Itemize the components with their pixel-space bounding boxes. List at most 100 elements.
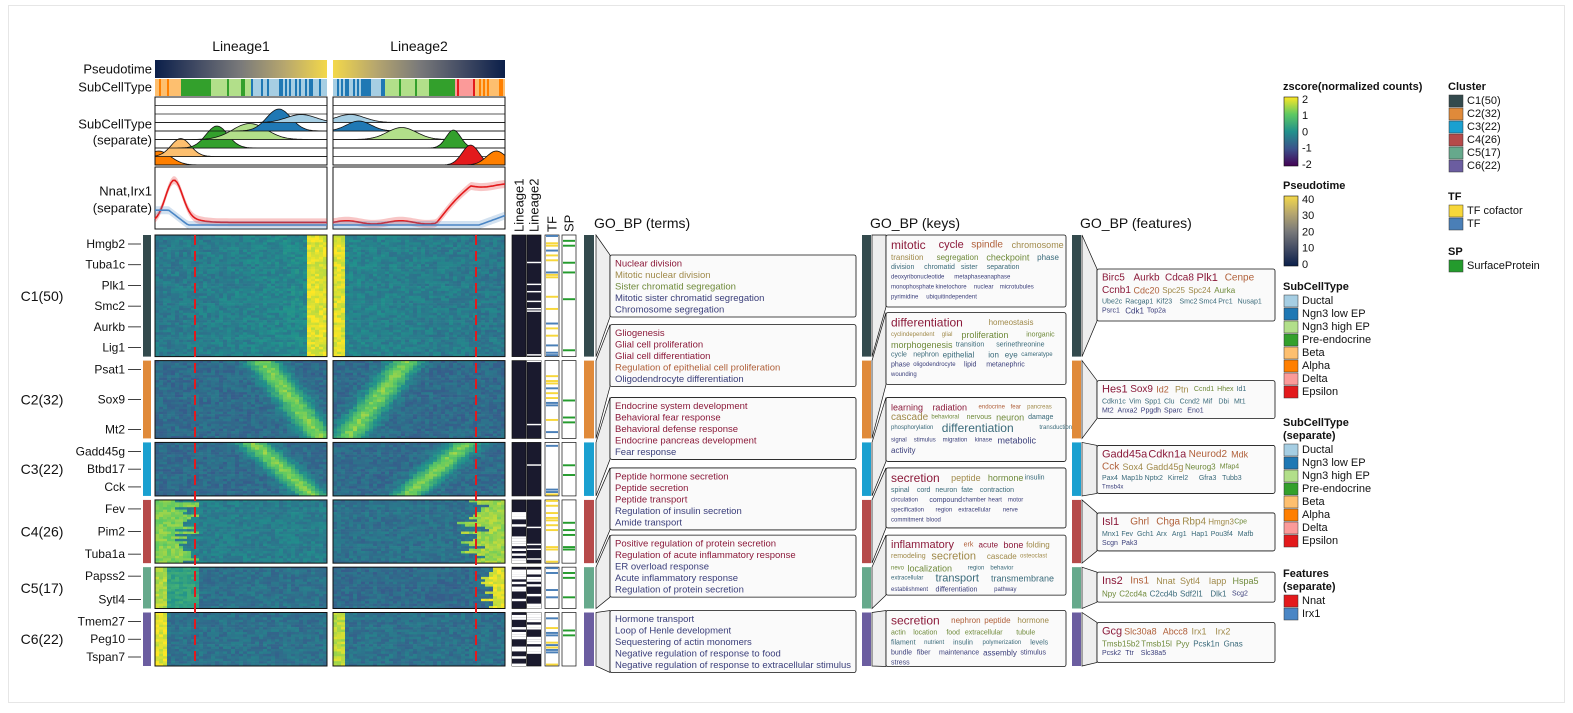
heatmap-cell — [353, 264, 357, 267]
heatmap-cell — [349, 267, 353, 270]
heatmap-cell — [373, 335, 377, 338]
heatmap-cell — [307, 298, 311, 301]
heatmap-cell — [223, 262, 227, 265]
heatmap-cell — [159, 368, 163, 371]
heatmap-cell — [219, 298, 223, 301]
heatmap-cell — [275, 284, 279, 287]
heatmap-cell — [365, 264, 369, 267]
heatmap-cell — [251, 274, 255, 277]
heatmap-cell — [397, 267, 401, 270]
heatmap-cell — [255, 267, 259, 270]
heatmap-cell — [311, 242, 315, 245]
heatmap-cell — [175, 237, 179, 240]
heatmap-cell — [199, 264, 203, 267]
heatmap-cell — [409, 318, 413, 321]
heatmap-cell — [307, 347, 311, 350]
heatmap-cell — [239, 291, 243, 294]
heatmap-cell — [465, 340, 469, 343]
heatmap-cell — [171, 320, 175, 323]
heatmap-cell — [167, 325, 171, 328]
heatmap-cell — [291, 352, 295, 355]
heatmap-cell — [361, 352, 365, 355]
heatmap-cell — [315, 373, 319, 376]
heatmap-cell — [319, 375, 323, 378]
heatmap-cell — [279, 245, 283, 248]
heatmap-cell — [485, 291, 489, 294]
heatmap-cell — [377, 250, 381, 253]
heatmap-cell — [319, 240, 323, 243]
side-annotation-lineage2-C1(50) — [527, 235, 541, 357]
heatmap-cell — [333, 315, 337, 318]
heatmap-cell — [247, 250, 251, 253]
heatmap-cell — [369, 352, 373, 355]
heatmap-cell — [283, 310, 287, 313]
subcelltype-segment — [441, 79, 443, 96]
heatmap-cell — [413, 237, 417, 240]
heatmap-cell — [393, 262, 397, 265]
heatmap-cell — [215, 276, 219, 279]
heatmap-cell — [207, 340, 211, 343]
heatmap-cell — [429, 332, 433, 335]
heatmap-cell — [345, 310, 349, 313]
heatmap-cell — [215, 337, 219, 340]
heatmap-cell — [291, 254, 295, 257]
heatmap-cell — [397, 286, 401, 289]
heatmap-cell — [353, 320, 357, 323]
heatmap-cell — [409, 269, 413, 272]
heatmap-cell — [369, 335, 373, 338]
heatmap-cell — [263, 340, 267, 343]
heatmap-cell — [283, 247, 287, 250]
heatmap-cell — [235, 365, 239, 368]
heatmap-cell — [461, 254, 465, 257]
heatmap-cell — [303, 306, 307, 309]
heatmap-cell — [377, 264, 381, 267]
heatmap-cell — [481, 335, 485, 338]
heatmap-cell — [159, 298, 163, 301]
heatmap-cell — [337, 240, 341, 243]
heatmap-cell — [413, 245, 417, 248]
heatmap-cell — [353, 279, 357, 282]
heatmap-cell — [485, 323, 489, 326]
heatmap-cell — [243, 303, 247, 306]
heatmap-cell — [441, 242, 445, 245]
heatmap-cell — [271, 286, 275, 289]
heatmap-cell — [349, 293, 353, 296]
heatmap-cell — [433, 313, 437, 316]
heatmap-cell — [315, 247, 319, 250]
heatmap-cell — [179, 291, 183, 294]
heatmap-cell — [163, 340, 167, 343]
heatmap-cell — [369, 237, 373, 240]
heatmap-cell — [441, 313, 445, 316]
heatmap-cell — [319, 262, 323, 265]
heatmap-cell — [377, 293, 381, 296]
heatmap-cell — [417, 293, 421, 296]
heatmap-cell — [167, 274, 171, 277]
heatmap-cell — [421, 247, 425, 250]
heatmap-cell — [319, 281, 323, 284]
heatmap-cell — [227, 373, 231, 376]
heatmap-cell — [167, 340, 171, 343]
heatmap-cell — [433, 257, 437, 260]
heatmap-cell — [401, 293, 405, 296]
heatmap-cell — [255, 368, 259, 371]
heatmap-cell — [199, 274, 203, 277]
heatmap-cell — [199, 259, 203, 262]
heatmap-cell — [469, 279, 473, 282]
heatmap-cell — [207, 269, 211, 272]
heatmap-cell — [203, 368, 207, 371]
subcelltype-segment — [243, 79, 245, 96]
heatmap-cell — [199, 375, 203, 378]
heatmap-cell — [251, 327, 255, 330]
heatmap-cell — [247, 318, 251, 321]
heatmap-cell — [397, 301, 401, 304]
heatmap-cell — [303, 310, 307, 313]
heatmap-cell — [401, 344, 405, 347]
subcelltype-segment — [165, 79, 167, 96]
heatmap-cell — [365, 330, 369, 333]
heatmap-cell — [271, 276, 275, 279]
heatmap-cell — [445, 250, 449, 253]
heatmap-cell — [211, 349, 215, 352]
heatmap-cell — [441, 264, 445, 267]
heatmap-cell — [295, 335, 299, 338]
